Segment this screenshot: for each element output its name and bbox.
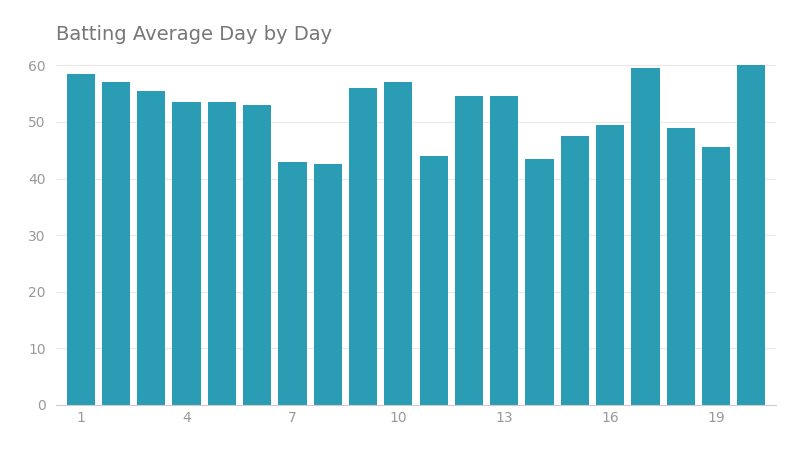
Bar	[102, 82, 130, 405]
Text: Batting Average Day by Day: Batting Average Day by Day	[56, 25, 332, 44]
Bar	[243, 105, 271, 405]
Bar	[666, 128, 695, 405]
Bar	[596, 125, 624, 405]
Bar	[561, 136, 589, 405]
Bar	[173, 102, 201, 405]
Bar	[737, 65, 766, 405]
Bar	[208, 102, 236, 405]
Bar	[526, 159, 554, 405]
Bar	[455, 96, 483, 405]
Bar	[419, 156, 448, 405]
Bar	[702, 148, 730, 405]
Bar	[349, 88, 377, 405]
Bar	[384, 82, 413, 405]
Bar	[631, 68, 659, 405]
Bar	[66, 74, 95, 405]
Bar	[314, 164, 342, 405]
Bar	[278, 162, 306, 405]
Bar	[490, 96, 518, 405]
Bar	[137, 91, 166, 405]
